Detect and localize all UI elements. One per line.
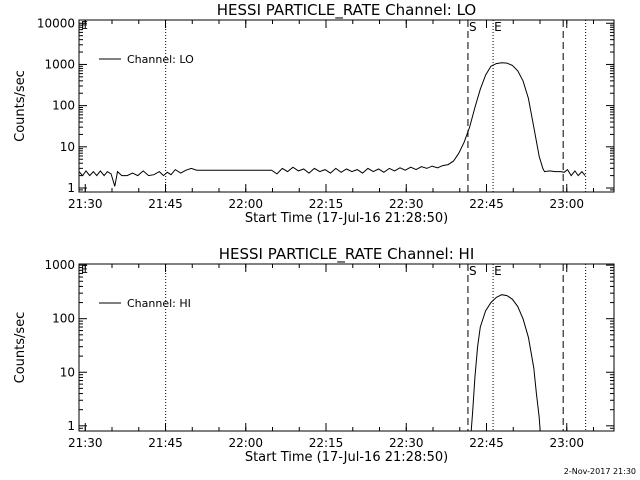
y-axis-label: Counts/sec bbox=[13, 312, 28, 384]
y-tick-label: 1000 bbox=[44, 57, 75, 71]
x-tick-label: 22:30 bbox=[389, 436, 424, 450]
legend-label: Channel: HI bbox=[127, 297, 191, 310]
y-tick-label: 100 bbox=[52, 312, 75, 326]
y-axis-label: Counts/sec bbox=[13, 70, 28, 142]
plot-frame bbox=[78, 263, 615, 432]
corner-label: E bbox=[81, 263, 88, 276]
x-tick-label: 22:45 bbox=[469, 436, 504, 450]
x-tick-label: 22:45 bbox=[469, 197, 504, 211]
x-tick-label: 22:00 bbox=[228, 436, 263, 450]
footer-date: 2-Nov-2017 21:30 bbox=[564, 467, 636, 476]
x-tick-label: 22:15 bbox=[309, 197, 344, 211]
legend-label: Channel: LO bbox=[127, 53, 194, 66]
y-tick-label: 10 bbox=[60, 365, 75, 379]
x-tick-label: 22:15 bbox=[309, 436, 344, 450]
y-tick-label: 10000 bbox=[37, 16, 75, 30]
x-tick-label: 23:00 bbox=[549, 197, 584, 211]
y-tick-label: 100 bbox=[52, 99, 75, 113]
x-tick-label: 21:45 bbox=[148, 436, 183, 450]
chart-panel-lo: HESSI PARTICLE_RATE Channel: LO 21:30 21:4… bbox=[13, 1, 615, 226]
y-tick-label: 10 bbox=[60, 140, 75, 154]
event-marker-label: S bbox=[469, 264, 477, 278]
data-series-line bbox=[79, 62, 586, 187]
x-tick-label: 21:30 bbox=[68, 436, 103, 450]
x-tick-label: 21:45 bbox=[148, 197, 183, 211]
chart-panels: HESSI PARTICLE_RATE Channel: LO 21:30 21:4… bbox=[13, 1, 615, 465]
x-axis-label: Start Time (17-Jul-16 21:28:50) bbox=[245, 450, 448, 465]
event-marker-label: S bbox=[469, 20, 477, 34]
x-tick-label: 22:30 bbox=[389, 197, 424, 211]
chart-title: HESSI PARTICLE_RATE Channel: HI bbox=[219, 245, 475, 264]
x-tick-label: 23:00 bbox=[549, 436, 584, 450]
x-tick-label: 22:00 bbox=[228, 197, 263, 211]
x-axis-label: Start Time (17-Jul-16 21:28:50) bbox=[245, 211, 448, 226]
corner-label: E bbox=[81, 19, 88, 32]
y-tick-label: 1000 bbox=[44, 258, 75, 272]
data-series-line bbox=[470, 294, 541, 431]
y-tick-label: 1 bbox=[67, 419, 75, 433]
chart-title: HESSI PARTICLE_RATE Channel: LO bbox=[217, 1, 476, 20]
chart-panel-hi: HESSI PARTICLE_RATE Channel: HI 21:30 21:4… bbox=[13, 245, 615, 465]
x-tick-label: 21:30 bbox=[68, 197, 103, 211]
event-marker-label: E bbox=[494, 264, 502, 278]
event-marker-label: E bbox=[494, 20, 502, 34]
y-tick-label: 1 bbox=[67, 181, 75, 195]
